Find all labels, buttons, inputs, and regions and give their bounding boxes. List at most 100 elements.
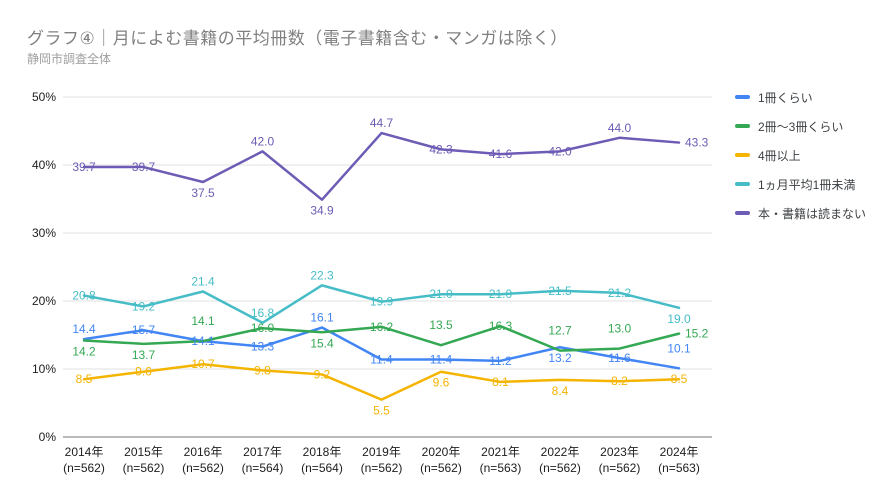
data-point-label: 8.4: [552, 384, 569, 398]
data-point-label: 22.3: [310, 268, 334, 282]
data-point-label: 15.2: [685, 327, 709, 341]
data-point-label: 9.6: [135, 365, 152, 379]
legend-label: 4冊以上: [758, 148, 801, 163]
data-point-label: 15.4: [310, 336, 334, 350]
y-axis-tick-label: 30%: [32, 226, 56, 240]
data-point-label: 14.4: [72, 322, 96, 336]
data-point-label: 41.6: [489, 147, 513, 161]
data-point-label: 10.1: [667, 341, 691, 355]
data-point-label: 42.0: [548, 144, 572, 158]
legend-label: 1冊くらい: [758, 90, 813, 105]
data-point-label: 20.8: [72, 289, 96, 303]
series-swatch-icon: [735, 124, 750, 128]
data-point-label: 12.7: [548, 324, 572, 338]
page-title: グラフ④｜月によむ書籍の平均冊数（電子書籍含む・マンガは除く）: [27, 29, 568, 48]
data-point-label: 11.2: [489, 354, 512, 368]
data-point-label: 14.2: [72, 344, 96, 358]
chart-legend: 1冊くらい 2冊～3冊くらい 4冊以上 1ヵ月平均1冊未満 本・書籍は読まない: [735, 87, 875, 223]
data-point-label: 44.0: [608, 121, 632, 135]
data-point-label: 21.2: [608, 286, 632, 300]
data-point-label: 13.0: [608, 322, 632, 336]
page-subtitle: 静岡市調査全体: [27, 52, 112, 66]
data-point-label: 9.2: [314, 367, 331, 381]
x-axis-tick-label-year: 2018年: [303, 445, 342, 459]
x-axis-tick-label-year: 2019年: [362, 445, 401, 459]
legend-item-two-three-books: 2冊～3冊くらい: [735, 116, 875, 136]
data-point-label: 8.5: [76, 372, 93, 386]
x-axis-tick-label-n: (n=563): [480, 461, 522, 475]
y-axis-tick-label: 40%: [32, 158, 56, 172]
y-axis-tick-label: 20%: [32, 294, 56, 308]
data-point-label: 16.1: [310, 311, 334, 325]
x-axis-tick-label-n: (n=563): [658, 461, 700, 475]
data-point-label: 9.6: [433, 376, 450, 390]
series-line: [82, 284, 681, 325]
x-axis-tick-label-year: 2020年: [422, 445, 461, 459]
x-axis-tick-label-year: 2016年: [184, 445, 223, 459]
x-axis-tick-label-n: (n=562): [599, 461, 641, 475]
data-point-label: 34.9: [310, 204, 334, 218]
data-point-label: 14.1: [191, 334, 215, 348]
data-point-label: 11.6: [608, 351, 631, 365]
x-axis-tick-label-n: (n=562): [361, 461, 403, 475]
data-point-label: 15.7: [132, 323, 156, 337]
data-point-label: 42.0: [251, 134, 275, 148]
data-point-label: 42.3: [429, 142, 453, 156]
data-point-label: 16.8: [251, 306, 275, 320]
y-axis-tick-label: 50%: [32, 90, 56, 104]
data-point-label: 37.5: [191, 186, 215, 200]
data-point-label: 5.5: [373, 404, 390, 418]
data-point-label: 43.3: [685, 136, 709, 150]
x-axis-tick-label-n: (n=562): [182, 461, 224, 475]
data-point-label: 16.3: [489, 319, 513, 333]
data-point-label: 14.1: [191, 314, 215, 328]
data-point-label: 19.9: [370, 295, 394, 309]
legend-label: 2冊～3冊くらい: [758, 119, 844, 134]
x-axis-tick-label-year: 2021年: [481, 445, 520, 459]
data-point-label: 39.7: [132, 160, 156, 174]
x-axis-tick-label-n: (n=562): [63, 461, 105, 475]
data-point-label: 8.1: [492, 375, 509, 389]
data-point-label: 21.0: [489, 287, 513, 301]
data-point-label: 13.7: [132, 348, 156, 362]
series-line: [82, 362, 681, 401]
data-point-label: 13.5: [429, 318, 453, 332]
data-point-label: 11.4: [370, 352, 393, 366]
data-point-label: 16.2: [370, 320, 394, 334]
data-point-label: 13.3: [251, 340, 275, 354]
series-swatch-icon: [735, 95, 750, 99]
x-axis-tick-label-n: (n=562): [420, 461, 462, 475]
legend-item-four-plus-books: 4冊以上: [735, 145, 875, 165]
data-point-label: 19.2: [132, 299, 156, 313]
series-swatch-icon: [735, 153, 750, 157]
data-point-label: 16.0: [251, 321, 275, 335]
data-point-label: 9.8: [254, 363, 271, 377]
data-point-label: 11.4: [430, 352, 453, 366]
legend-item-one-book: 1冊くらい: [735, 87, 875, 107]
x-axis-tick-label-n: (n=564): [242, 461, 284, 475]
x-axis-tick-label-year: 2024年: [660, 445, 699, 459]
series-swatch-icon: [735, 211, 750, 215]
x-axis-tick-label-year: 2017年: [243, 445, 282, 459]
x-axis-tick-label-year: 2022年: [541, 445, 580, 459]
data-point-label: 13.2: [548, 351, 572, 365]
data-point-label: 19.0: [667, 312, 691, 326]
y-axis-tick-label: 0%: [39, 430, 57, 444]
data-point-label: 10.7: [191, 357, 215, 371]
x-axis-tick-label-n: (n=564): [301, 461, 343, 475]
legend-item-less-than-one: 1ヵ月平均1冊未満: [735, 174, 875, 194]
legend-label: 本・書籍は読まない: [758, 206, 867, 221]
data-point-label: 8.2: [611, 374, 628, 388]
legend-label: 1ヵ月平均1冊未満: [758, 177, 856, 192]
legend-item-no-reading: 本・書籍は読まない: [735, 203, 875, 223]
y-axis-tick-label: 10%: [32, 362, 56, 376]
data-point-label: 8.5: [671, 372, 688, 386]
data-point-label: 21.0: [429, 287, 453, 301]
data-point-label: 39.7: [72, 160, 96, 174]
series-line: [82, 131, 681, 201]
data-point-label: 44.7: [370, 116, 394, 130]
x-axis-tick-label-year: 2015年: [124, 445, 163, 459]
x-axis-tick-label-n: (n=562): [123, 461, 165, 475]
series-swatch-icon: [735, 182, 750, 186]
